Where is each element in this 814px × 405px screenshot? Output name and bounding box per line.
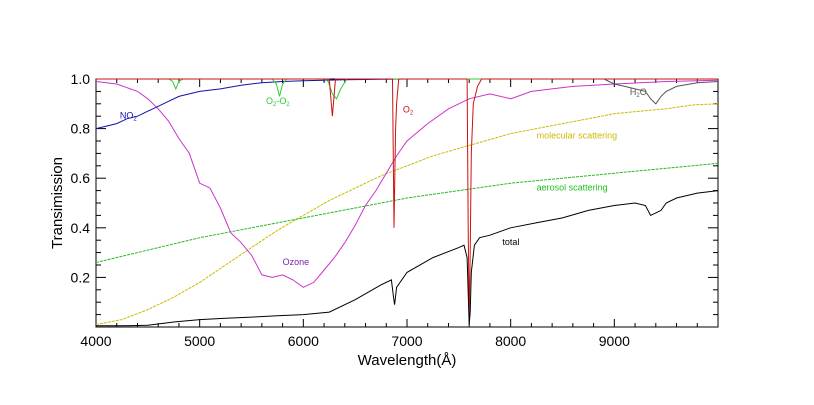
series-line-o2 bbox=[96, 78, 718, 323]
y-tick-label: 1.0 bbox=[71, 71, 91, 87]
x-axis-label: Wavelength(Å) bbox=[358, 352, 457, 369]
series-line-h2o bbox=[603, 78, 719, 105]
y-axis-label: Transimission bbox=[49, 157, 66, 249]
x-tick-label: 8000 bbox=[495, 333, 526, 349]
axis-ticks: 4000 5000 6000 7000 8000 9000 0.2 0.4 0.6 0.8 1.0 bbox=[71, 71, 718, 349]
annotation-aerosol: aerosol scattering bbox=[537, 183, 608, 193]
annotation-o2o2: O2-O2 bbox=[266, 96, 290, 108]
annotation-o2: O2 bbox=[403, 104, 414, 116]
annotation-total: total bbox=[502, 237, 519, 247]
y-tick-label: 0.6 bbox=[71, 170, 91, 186]
plot-frame bbox=[95, 78, 719, 328]
annotation-layer: NO2 O2-O2 O2 H2O Ozone molecular scattering ae… bbox=[120, 87, 647, 267]
x-tick-label: 5000 bbox=[184, 333, 215, 349]
series-line-total bbox=[96, 190, 719, 327]
x-tick-label: 9000 bbox=[599, 333, 630, 349]
annotation-ozone: Ozone bbox=[283, 257, 310, 267]
y-tick-label: 0.2 bbox=[71, 269, 91, 285]
series-line-molecular bbox=[95, 103, 719, 325]
series-line-aerosol bbox=[95, 162, 719, 263]
y-tick-label: 0.8 bbox=[71, 121, 91, 137]
series-line-ozone bbox=[95, 79, 719, 288]
x-tick-label: 7000 bbox=[391, 333, 422, 349]
plot-area: 4000 5000 6000 7000 8000 90000.20.40.60.81.0 … bbox=[71, 71, 719, 349]
series-line-o2o2 bbox=[96, 78, 718, 100]
series-layer bbox=[95, 78, 719, 327]
annotation-h2o: H2O bbox=[630, 87, 647, 99]
y-tick-label: 0.4 bbox=[71, 220, 91, 236]
annotation-no2: NO2 bbox=[120, 111, 137, 123]
x-tick-label: 6000 bbox=[288, 333, 319, 349]
annotation-molecular: molecular scattering bbox=[537, 131, 618, 141]
x-tick-label: 4000 bbox=[80, 333, 111, 349]
